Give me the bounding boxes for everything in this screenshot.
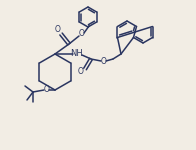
Text: O: O xyxy=(78,68,84,76)
Text: O: O xyxy=(79,30,85,39)
Text: O: O xyxy=(55,26,61,34)
Text: NH: NH xyxy=(71,50,83,58)
Text: O: O xyxy=(44,85,50,94)
Text: O: O xyxy=(101,57,107,66)
